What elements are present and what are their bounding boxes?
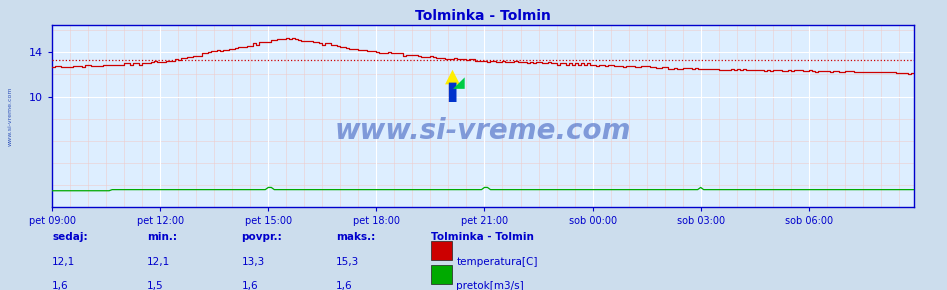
Text: 1,5: 1,5 bbox=[147, 281, 164, 290]
Text: pretok[m3/s]: pretok[m3/s] bbox=[456, 281, 525, 290]
Text: sedaj:: sedaj: bbox=[52, 232, 88, 242]
Text: ▲: ▲ bbox=[445, 66, 460, 85]
Text: temperatura[C]: temperatura[C] bbox=[456, 257, 538, 267]
Text: maks.:: maks.: bbox=[336, 232, 375, 242]
Text: 12,1: 12,1 bbox=[147, 257, 170, 267]
Text: ▌: ▌ bbox=[448, 83, 463, 102]
Text: 12,1: 12,1 bbox=[52, 257, 76, 267]
Text: 1,6: 1,6 bbox=[52, 281, 69, 290]
Text: 15,3: 15,3 bbox=[336, 257, 360, 267]
Title: Tolminka - Tolmin: Tolminka - Tolmin bbox=[415, 10, 551, 23]
Text: min.:: min.: bbox=[147, 232, 177, 242]
Text: ◢: ◢ bbox=[453, 76, 465, 90]
Text: povpr.:: povpr.: bbox=[241, 232, 282, 242]
Text: www.si-vreme.com: www.si-vreme.com bbox=[8, 86, 12, 146]
Text: www.si-vreme.com: www.si-vreme.com bbox=[334, 117, 632, 145]
Text: 1,6: 1,6 bbox=[336, 281, 353, 290]
Text: 13,3: 13,3 bbox=[241, 257, 265, 267]
Text: Tolminka - Tolmin: Tolminka - Tolmin bbox=[431, 232, 534, 242]
Text: 1,6: 1,6 bbox=[241, 281, 259, 290]
